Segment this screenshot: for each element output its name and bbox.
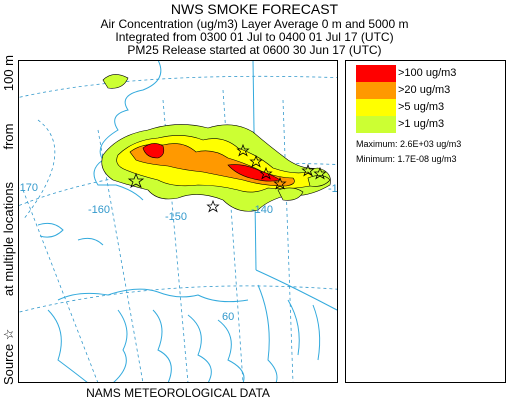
data-source-footer: NAMS METEOROLOGICAL DATA	[86, 386, 270, 400]
height-label: 100 m	[1, 55, 16, 92]
lon-label-130: -130	[328, 183, 338, 195]
coastline	[37, 61, 337, 382]
source-markers	[127, 143, 327, 213]
legend-label-1: >1 ug/m3	[398, 118, 445, 130]
legend: >100 ug/m3 >20 ug/m3 >5 ug/m3 >1 ug/m3 M…	[345, 60, 506, 383]
legend-label-5: >5 ug/m3	[398, 101, 445, 113]
smoke-map: -170 -160 -150 -140 -130 60	[18, 60, 338, 383]
lon-label-170: -170	[18, 182, 38, 194]
legend-label-20: >20 ug/m3	[398, 84, 451, 96]
lon-label-150: -150	[165, 211, 187, 223]
source-label: Source ☆	[1, 328, 16, 385]
legend-swatch-100	[356, 65, 396, 82]
legend-swatch-1	[356, 116, 396, 133]
legend-label-100: >100 ug/m3	[398, 67, 457, 79]
legend-minimum: Minimum: 1.7E-08 ug/m3	[356, 154, 457, 164]
lon-label-140: -140	[251, 204, 273, 216]
source-star-icon	[206, 199, 220, 213]
locations-label: at multiple locations	[1, 181, 16, 297]
release-start: PM25 Release started at 0600 30 Jun 17 (…	[127, 43, 382, 57]
source-star-icon	[127, 172, 145, 188]
concentration-subtitle: Air Concentration (ug/m3) Layer Average …	[100, 17, 409, 31]
legend-maximum: Maximum: 2.6E+03 ug/m3	[356, 139, 462, 149]
from-label: from	[1, 123, 16, 150]
lon-label-160: -160	[88, 204, 110, 216]
plume-100ug	[142, 143, 165, 159]
integration-period: Integrated from 0300 01 Jul to 0400 01 J…	[115, 30, 394, 44]
legend-swatch-5	[356, 99, 396, 116]
legend-swatch-20	[356, 82, 396, 99]
source-side-label: Source ☆ at multiple locations from 100 …	[1, 55, 17, 385]
map-frame	[18, 60, 338, 383]
forecast-title: NWS SMOKE FORECAST	[170, 1, 339, 17]
smoke-plume	[101, 74, 331, 212]
lat-label-60: 60	[222, 311, 234, 323]
